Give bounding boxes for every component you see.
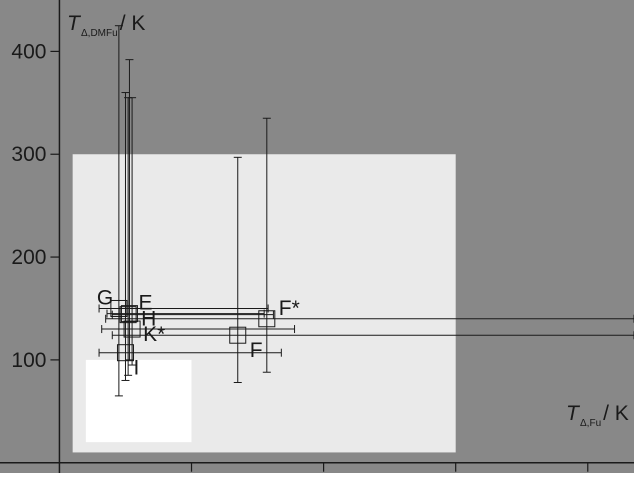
point-label-5: F	[250, 339, 263, 362]
point-marker-0	[110, 299, 128, 317]
point-label-1: E	[138, 292, 152, 315]
errorbar-3	[105, 117, 634, 373]
x-axis-title-subscript: Δ,Fu	[580, 418, 601, 429]
point-marker-2	[119, 306, 137, 324]
point-marker-5	[229, 326, 247, 344]
y-tick-label-400: 400	[11, 40, 46, 63]
point-label-4: K*	[143, 323, 165, 346]
y-tick-label-100: 100	[11, 349, 46, 372]
point-marker-3	[258, 310, 276, 328]
x-axis-title-unit: / K	[603, 402, 629, 425]
y-axis-title-symbol: T	[67, 12, 82, 35]
point-marker-4	[123, 320, 141, 338]
x-axis-title: T Δ,Fu / K	[566, 402, 629, 429]
y-tick-label-200: 200	[11, 246, 46, 269]
marker-layer	[110, 299, 276, 362]
point-marker-6	[116, 344, 134, 362]
point-label-6: I	[133, 357, 139, 380]
regions-layer	[72, 154, 456, 453]
errorbar-4	[101, 97, 296, 366]
point-label-2: H	[141, 308, 156, 331]
point-marker-1	[120, 305, 138, 323]
point-label-0: G	[97, 286, 113, 309]
point-label-3: F*	[279, 297, 300, 320]
y-axis-title-unit: / K	[120, 12, 146, 35]
y-tick-label-300: 300	[11, 143, 46, 166]
errorbar-6	[98, 92, 282, 381]
errorbar-5	[111, 156, 634, 384]
y-axis-title-subscript: Δ,DMFu	[81, 28, 118, 39]
errorbar-layer	[98, 25, 634, 397]
shaded-region-1	[85, 359, 192, 443]
y-axis-title: T Δ,DMFu / K	[67, 12, 145, 39]
x-axis-title-symbol: T	[566, 402, 581, 425]
label-layer: G EH F* K* F I	[97, 286, 300, 379]
